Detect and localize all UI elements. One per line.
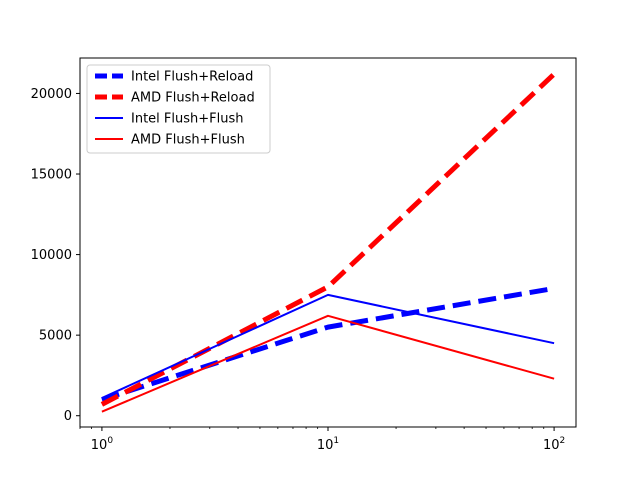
series-line-3 <box>101 314 555 413</box>
y-tick-label: 20000 <box>31 87 72 102</box>
x-tick-exponent: 0 <box>107 436 113 446</box>
x-tick-base: 10 <box>91 438 108 453</box>
legend-label: AMD Flush+Reload <box>131 91 255 106</box>
x-tick-base: 10 <box>543 438 560 453</box>
x-tick-exponent: 1 <box>333 436 339 446</box>
y-tick-label: 0 <box>64 409 72 424</box>
x-tick-base: 10 <box>317 438 334 453</box>
y-tick-label: 5000 <box>39 329 72 344</box>
x-tick-label: 102 <box>543 436 565 453</box>
y-tick-label: 10000 <box>31 248 72 263</box>
legend: Intel Flush+Reload AMD Flush+Reload Intel … <box>86 64 271 154</box>
series-line-0 <box>101 285 555 402</box>
legend-box <box>86 64 271 154</box>
series-line-2 <box>101 293 555 399</box>
x-tick-exponent: 2 <box>559 436 565 446</box>
series-line-1 <box>100 72 556 407</box>
series-layer <box>100 72 556 413</box>
legend-label: Intel Flush+Reload <box>131 70 253 85</box>
legend-label: Intel Flush+Flush <box>131 112 244 127</box>
x-tick-label: 100 <box>91 436 114 453</box>
legend-label: AMD Flush+Flush <box>131 133 245 148</box>
x-tick-label: 101 <box>317 436 339 453</box>
y-tick-label: 15000 <box>31 168 72 183</box>
